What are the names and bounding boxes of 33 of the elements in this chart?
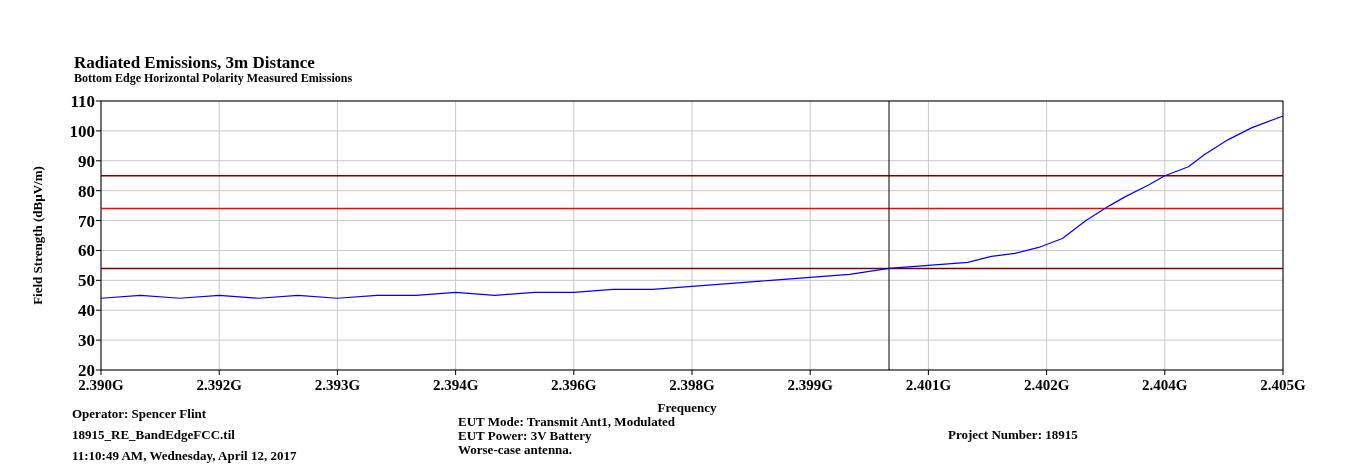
x-tick-label: 2.393G (314, 377, 361, 393)
x-tick-label: 2.399G (787, 377, 834, 393)
x-tick-label: 2.392G (196, 377, 243, 393)
y-axis-title: Field Strength (dBµV/m) (30, 166, 45, 305)
x-tick-label: 2.401G (905, 377, 952, 393)
chart-subtitle: Bottom Edge Horizontal Polarity Measured Emissions (74, 71, 353, 85)
y-tick-label: 100 (69, 121, 95, 141)
y-tick-label: 80 (78, 181, 95, 201)
x-tick-label: 2.405G (1260, 377, 1307, 393)
text: Project Number: 18915 (948, 427, 1079, 442)
line-series (100, 115, 1284, 299)
y-tick-label: 90 (78, 151, 95, 171)
y-tick-label: 20 (78, 361, 95, 380)
x-tick-label: 2.390G (78, 377, 125, 393)
y-tick-label: 70 (78, 211, 95, 231)
y-tick-label: 50 (78, 271, 95, 291)
y-tick-label: 40 (78, 301, 95, 321)
y-tick-label: 60 (78, 241, 95, 261)
text: EUT Mode: Transmit Ant1, Modulated (458, 414, 676, 429)
x-tick-label: 2.404G (1142, 377, 1188, 393)
text: 18915_RE_BandEdgeFCC.til (72, 427, 236, 442)
chart-title: Radiated Emissions, 3m Distance (74, 53, 316, 72)
text: Worse-case antenna. (458, 442, 573, 457)
x-tick-label: 2.398G (669, 377, 716, 393)
text: 11:10:49 AM, Wednesday, April 12, 2017 (72, 448, 297, 463)
x-tick-label: 2.394G (432, 377, 479, 393)
y-tick-label: 110 (70, 92, 95, 111)
x-tick-label: 2.402G (1023, 377, 1070, 393)
y-tick-label: 30 (78, 331, 95, 351)
x-tick-label: 2.396G (551, 377, 597, 393)
text: Operator: Spencer Flint (72, 406, 207, 421)
x-axis-title: Frequency (657, 400, 717, 415)
text: EUT Power: 3V Battery (458, 428, 592, 443)
